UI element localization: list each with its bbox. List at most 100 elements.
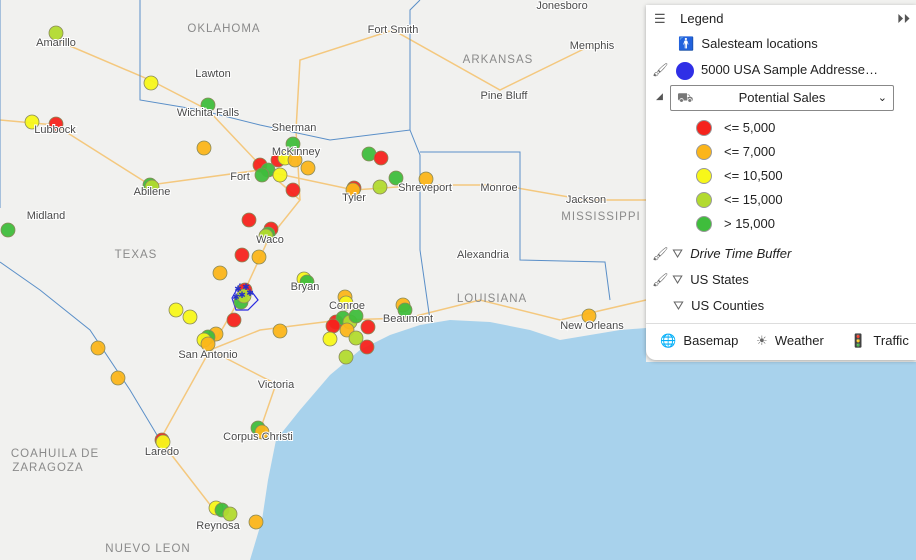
address-point [372,179,388,195]
layer-name: 5000 USA Sample Addresse… [700,62,879,77]
city-label: New Orleans [560,320,624,332]
class-swatch [696,144,712,160]
city-label: Waco [256,234,284,246]
city-label: San Antonio [178,349,237,361]
layer-row: ⛛ US Counties [673,298,765,313]
field-name: Potential Sales [738,90,826,105]
state-label: COAHUILA DE [11,448,99,460]
layer-row: 🚹 Salesteam locations [678,36,818,51]
address-point [285,136,301,152]
city-label: Fort Smith [368,24,419,36]
traffic-button[interactable]: 🚦 Traffic [850,333,909,348]
gulf-water [250,320,916,560]
salesteam-marker: ✱ [242,282,250,292]
layer-row: 🖌 ⛛ US States [652,272,749,287]
layer-name: US States [690,272,749,287]
address-point [300,160,316,176]
address-point [338,349,354,365]
class-label: <= 5,000 [724,120,776,135]
address-point [110,370,126,386]
address-point [143,75,159,91]
address-point [397,302,413,318]
class-swatch [696,216,712,232]
address-point [581,308,597,324]
address-point [287,152,303,168]
weather-button[interactable]: ☀ Weather [756,333,824,348]
tool-label: Weather [774,333,824,348]
city-label: Shreveport [398,182,452,194]
class-swatch [696,168,712,184]
class-label: <= 15,000 [724,192,783,207]
address-point [24,114,40,130]
city-label: McKinney [272,146,321,158]
city-label: Reynosa [196,520,240,532]
address-point [196,140,212,156]
address-point [168,302,184,318]
layer-name: Salesteam locations [701,36,818,51]
city-label: Bryan [291,281,320,293]
city-label: Beaumont [383,313,433,325]
class-swatch [696,192,712,208]
collapse-button[interactable]: ⏵⏵ [897,11,910,26]
address-point [338,295,354,311]
city-label: Fort [230,171,250,183]
city-label: Memphis [570,40,615,52]
address-point [212,265,228,281]
city-label: Victoria [258,379,295,391]
address-point [348,330,364,346]
state-label: NUEVO LEON [105,543,190,555]
address-point [48,25,64,41]
drive-time-buffer [231,283,259,311]
legend-title: Legend [680,11,724,26]
address-point [241,212,257,228]
class-swatch [696,120,712,136]
legend-header: ☰ Legend [654,11,724,26]
address-point [272,323,288,339]
basemap-button[interactable]: 🌐 Basemap [660,333,739,348]
address-point [48,116,64,132]
address-point [226,312,242,328]
address-point [155,434,171,450]
address-point [258,228,274,244]
address-point [345,182,361,198]
address-point [272,167,288,183]
address-point [200,97,216,113]
state-label: ARKANSAS [463,54,534,66]
address-point [254,424,270,440]
address-point [144,179,160,195]
city-label: Lubbock [34,124,76,136]
salesteam-marker: ✱ [238,290,246,300]
class-label: <= 10,500 [724,168,783,183]
legend-panel: ☰ Legend ⏵⏵ 🚹 Salesteam locations 🖌 5000… [646,5,916,360]
address-point [299,274,315,290]
address-point [325,318,341,334]
state-label: ZARAGOZA [12,462,83,474]
layer-name: US Counties [691,298,765,313]
city-label: Midland [27,210,66,222]
city-label: Conroe [329,300,365,312]
city-label: Tyler [342,192,366,204]
address-point [348,308,364,324]
layer-row: 🖌 5000 USA Sample Addresse… [652,59,878,81]
address-point [254,167,270,183]
address-point [388,170,404,186]
salesteam-marker: ✱ [232,292,240,302]
city-label: Laredo [145,446,179,458]
address-point [251,249,267,265]
field-select[interactable]: ⛟ Potential Sales ⌄ [670,85,894,111]
address-point [182,309,198,325]
city-label: Jonesboro [536,0,587,12]
salesteam-marker: ✱ [246,288,254,298]
address-point [0,222,16,238]
city-label: Alexandria [457,249,510,261]
state-label: OKLAHOMA [187,23,260,35]
city-label: Corpus Christi [223,431,293,443]
state-label: TEXAS [115,249,158,261]
tool-label: Basemap [683,333,739,348]
city-label: Lawton [195,68,230,80]
state-label: MISSISSIPPI [561,211,640,223]
city-label: Pine Bluff [481,90,529,102]
state-label: LOUISIANA [457,293,527,305]
